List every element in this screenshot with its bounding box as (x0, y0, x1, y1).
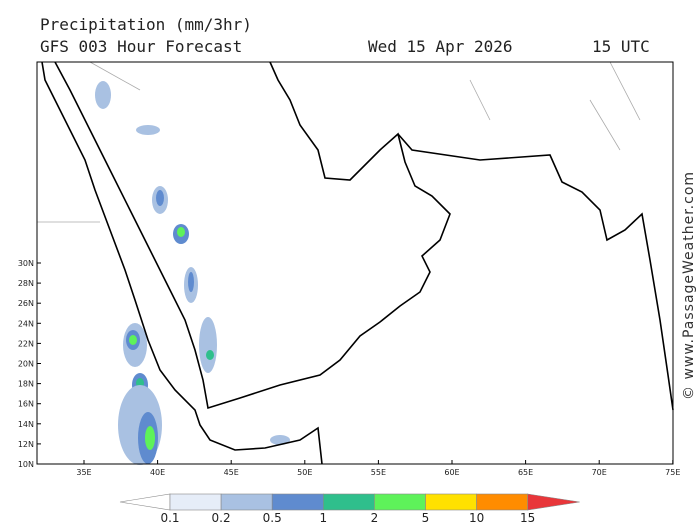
lon-label: 60E (444, 468, 459, 477)
legend-cap (527, 493, 580, 511)
lon-label: 75E (665, 468, 680, 477)
lon-label: 70E (592, 468, 607, 477)
lat-label: 16N (18, 400, 34, 409)
lat-label: 20N (18, 360, 34, 369)
legend-swatch (169, 493, 222, 511)
legend-label: 0.5 (263, 511, 282, 525)
lat-label: 22N (18, 339, 34, 348)
legend-label: 1 (319, 511, 327, 525)
lat-label: 10N (18, 460, 34, 469)
legend-swatch (322, 493, 375, 511)
legend-swatch (220, 493, 273, 511)
legend-label: 15 (520, 511, 535, 525)
legend-label: 0.2 (212, 511, 231, 525)
lon-label: 45E (224, 468, 239, 477)
title: Precipitation (mm/3hr) (40, 15, 252, 34)
lat-label: 18N (18, 380, 34, 389)
precipitation (95, 81, 290, 465)
subtitle: GFS 003 Hour Forecast (40, 37, 242, 56)
lon-label: 35E (76, 468, 91, 477)
time: 15 UTC (592, 37, 650, 56)
borders (37, 61, 641, 223)
lon-label: 65E (518, 468, 533, 477)
lon-label: 50E (297, 468, 312, 477)
legend-label: 2 (371, 511, 379, 525)
legend-cap (119, 493, 171, 511)
legend-swatch (374, 493, 426, 511)
lat-label: 24N (18, 319, 34, 328)
legend-label: 10 (469, 511, 484, 525)
legend-swatch (271, 493, 324, 511)
lat-label: 12N (18, 440, 34, 449)
legend-label: 5 (422, 511, 430, 525)
legend-label: 0.1 (160, 511, 179, 525)
coastlines (41, 61, 674, 465)
lat-label: 28N (18, 279, 34, 288)
lat-label: 14N (18, 420, 34, 429)
lat-label: 26N (18, 299, 34, 308)
lon-label: 40E (150, 468, 165, 477)
legend-swatch (476, 493, 529, 511)
lon-label: 55E (371, 468, 386, 477)
date: Wed 15 Apr 2026 (368, 37, 513, 56)
watermark: © www.PassageWeather.com (681, 171, 697, 400)
lat-label: 30N (18, 259, 34, 268)
legend-swatch (425, 493, 477, 511)
